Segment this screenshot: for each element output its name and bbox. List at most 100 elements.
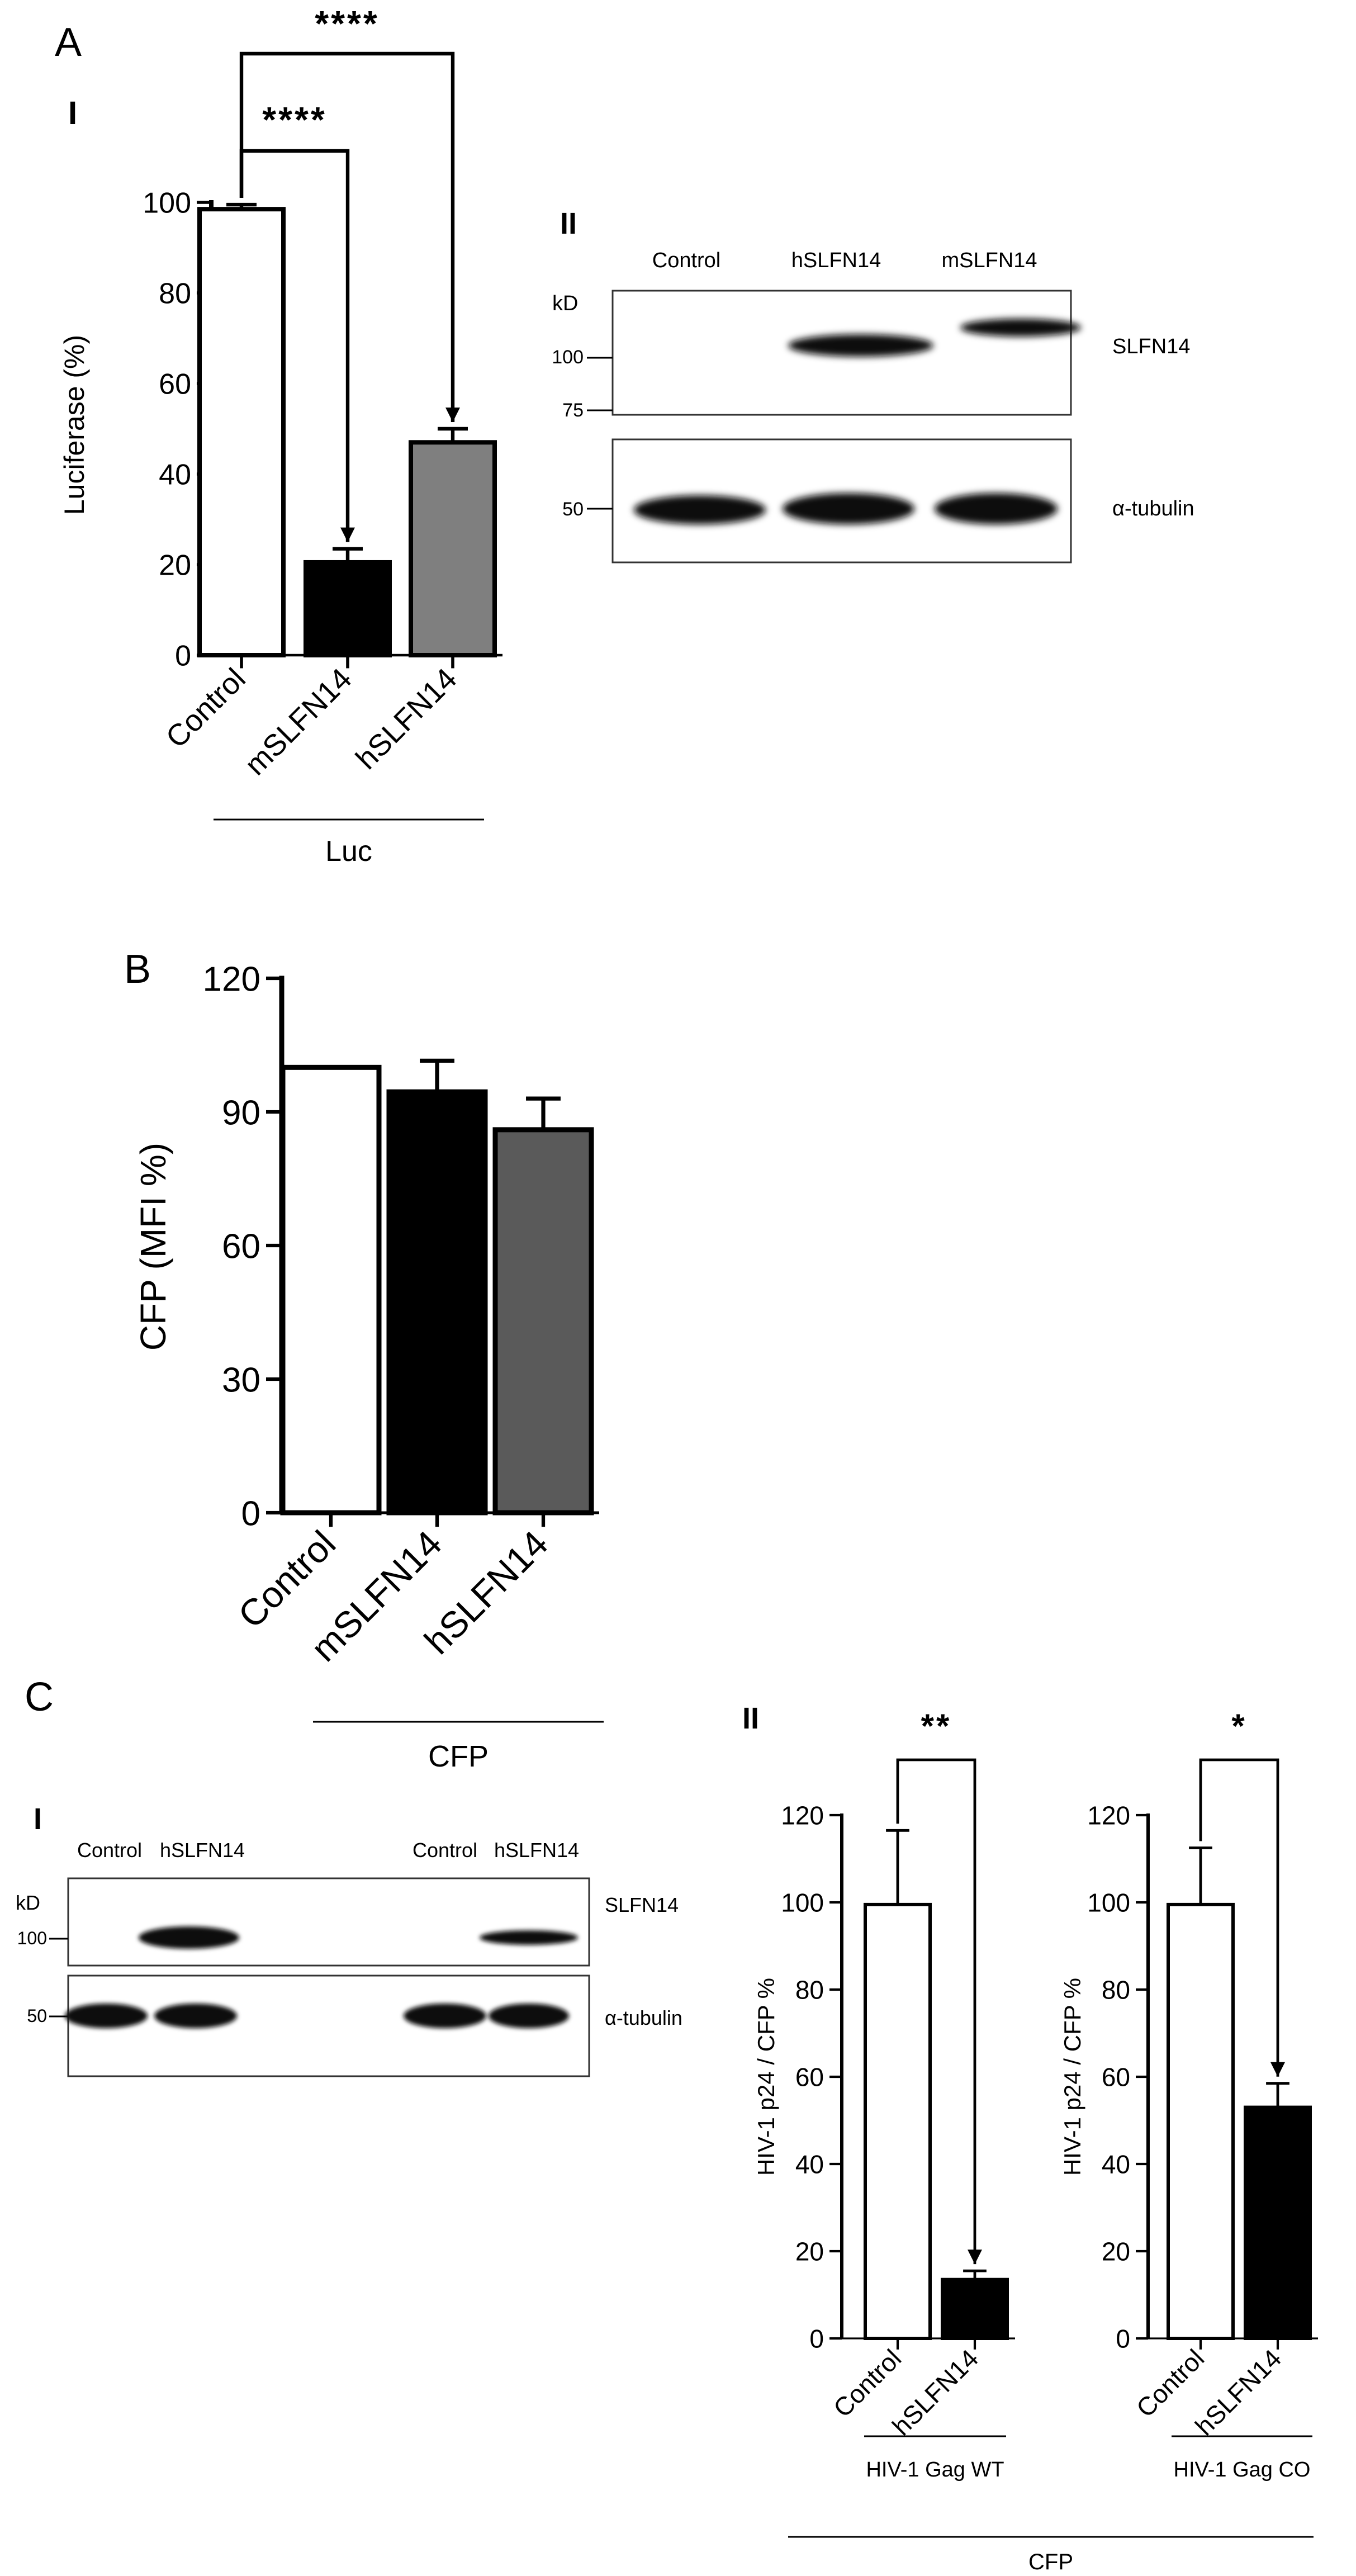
y-tick-label: 40 <box>159 459 191 491</box>
y-axis-label: HIV-1 p24 / CFP % <box>753 1978 779 2176</box>
significance-label: **** <box>262 100 327 140</box>
significance-bracket <box>239 149 350 542</box>
significance-label: * <box>1231 1707 1246 1745</box>
significance-label: ** <box>921 1707 952 1745</box>
blot-c-band-tubulin <box>154 2004 237 2028</box>
significance-arrowhead <box>1270 2062 1285 2077</box>
panel-label-c: C <box>25 1675 54 1720</box>
y-tick-label: 40 <box>795 2150 824 2179</box>
y-tick-label: 120 <box>203 960 260 998</box>
y-axis-label: Luciferase (%) <box>59 335 90 515</box>
y-tick-label: 0 <box>1116 2324 1130 2354</box>
blot-a-lane-label: mSLFN14 <box>941 249 1037 272</box>
y-tick-label: 60 <box>795 2063 824 2092</box>
x-tick-label: Control <box>828 2343 907 2423</box>
significance-arrowhead <box>968 2250 982 2265</box>
y-tick-label: 60 <box>1102 2063 1130 2092</box>
blot-c-lane-label: Control <box>77 1839 142 1862</box>
y-tick-label: 20 <box>795 2237 824 2266</box>
y-tick-label: 30 <box>222 1361 260 1399</box>
panel-label-a-ii: II <box>560 207 577 240</box>
significance-bracket <box>239 51 455 422</box>
blot-a-band-tubulin <box>634 495 766 524</box>
x-tick-label: hSLFN14 <box>886 2343 984 2441</box>
chart-a-luciferase: 0 20 40 60 80 100 Luciferase (%) ControlmSLFN14… <box>59 3 502 868</box>
blot-a-band-tubulin <box>935 493 1058 524</box>
blot-a-band-label: α-tubulin <box>1112 497 1194 520</box>
blot-a-band-mslfn14 <box>960 319 1081 337</box>
blot-c-band-tubulin <box>404 2004 486 2028</box>
significance-arrowhead <box>340 527 355 542</box>
bar <box>492 1127 594 1516</box>
x-tick-label: mSLFN14 <box>239 662 358 782</box>
blot-c-band-label: α-tubulin <box>605 2006 682 2029</box>
y-tick-label: 80 <box>795 1976 824 2005</box>
blot-c-band-label: SLFN14 <box>605 1893 679 1916</box>
y-tick-label: 20 <box>159 550 191 582</box>
western-blot-c: Control hSLFN14 Control hSLFN14 kD 100 S… <box>16 1839 682 2077</box>
blot-a-marker: 100 <box>552 347 584 368</box>
y-tick-label: 0 <box>175 640 191 673</box>
bar <box>304 560 392 658</box>
panel-label-a-i: I <box>68 95 77 131</box>
x-tick-label: hSLFN14 <box>1189 2343 1287 2441</box>
blot-c-lane-label: Control <box>413 1839 477 1862</box>
y-tick-label: 0 <box>809 2324 824 2354</box>
western-blot-a: Control hSLFN14 mSLFN14 kD 100 75 SLFN14… <box>552 249 1194 564</box>
significance-label: **** <box>315 3 380 44</box>
blot-c-band-hslfn14 <box>480 1930 578 1945</box>
blot-c-kd-label: kD <box>16 1891 40 1914</box>
group-label: HIV-1 Gag WT <box>866 2458 1004 2482</box>
blot-a-marker: 75 <box>562 400 584 421</box>
x-tick-label: Control <box>159 662 252 755</box>
y-axis-label: CFP (MFI %) <box>133 1143 173 1351</box>
blot-a-kd-label: kD <box>552 292 578 315</box>
chart-c-gag-wt: 0 20 40 60 80 100 120 HIV-1 p24 / CFP % Controlh… <box>753 1707 1015 2482</box>
y-tick-label: 90 <box>222 1093 260 1132</box>
panel-label-c-i: I <box>34 1802 42 1836</box>
bar <box>1244 2105 1312 2341</box>
x-tick-label: hSLFN14 <box>349 662 463 776</box>
panel-label-b: B <box>124 947 151 992</box>
y-tick-label: 20 <box>1102 2237 1130 2266</box>
significance-bracket <box>1199 1758 1279 2077</box>
blot-a-lane-label: Control <box>652 249 721 272</box>
y-tick-label: 120 <box>1087 1801 1130 1830</box>
bar <box>941 2277 1009 2340</box>
y-axis-label: HIV-1 p24 / CFP % <box>1059 1978 1085 2176</box>
group-label: Luc <box>325 835 372 868</box>
blot-c-band-tubulin <box>65 2004 148 2028</box>
blot-c-marker: 100 <box>17 1928 47 1948</box>
blot-a-band-tubulin <box>783 493 914 524</box>
y-tick-label: 120 <box>781 1801 824 1830</box>
significance-arrowhead <box>445 408 460 422</box>
y-tick-label: 100 <box>143 187 191 220</box>
y-tick-label: 0 <box>241 1494 260 1533</box>
c-shared-group-label: CFP <box>1028 2550 1073 2574</box>
bar <box>409 440 497 657</box>
bar <box>197 207 286 657</box>
blot-a-band-label: SLFN14 <box>1112 335 1190 358</box>
blot-c-lane-label: hSLFN14 <box>494 1839 579 1862</box>
panel-label-c-ii: II <box>742 1702 759 1735</box>
panel-label-a: A <box>55 20 82 65</box>
group-label: HIV-1 Gag CO <box>1174 2458 1311 2482</box>
bar <box>1167 1902 1235 2340</box>
bar <box>864 1902 932 2340</box>
y-tick-label: 60 <box>222 1227 260 1266</box>
blot-c-tubulin-membrane <box>67 1974 590 2077</box>
y-tick-label: 100 <box>781 1888 824 1917</box>
blot-c-band-hslfn14 <box>139 1926 239 1949</box>
blot-a-lane-label: hSLFN14 <box>791 249 881 272</box>
blot-a-band-hslfn14 <box>788 334 933 357</box>
blot-c-band-tubulin <box>489 2004 569 2028</box>
y-tick-label: 60 <box>159 368 191 401</box>
x-tick-label: Control <box>1131 2343 1210 2423</box>
blot-c-lane-label: hSLFN14 <box>160 1839 245 1862</box>
chart-c-gag-co: 0 20 40 60 80 100 120 HIV-1 p24 / CFP % Controlh… <box>1059 1707 1318 2482</box>
y-tick-label: 80 <box>159 278 191 310</box>
blot-a-marker: 50 <box>562 499 584 520</box>
bar <box>386 1089 488 1516</box>
